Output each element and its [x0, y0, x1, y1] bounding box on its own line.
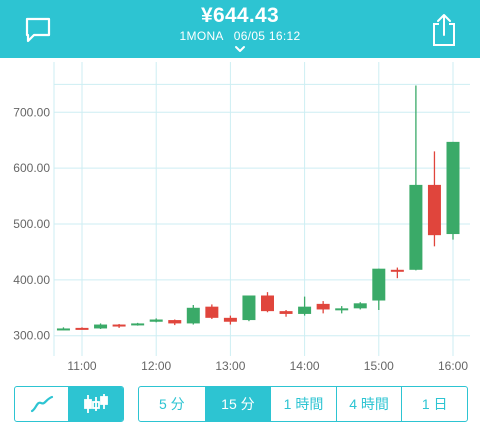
share-icon — [433, 14, 455, 46]
pair-datetime[interactable]: 1MONA 06/05 16:12 — [0, 29, 480, 43]
candle-body — [205, 306, 219, 318]
chat-button[interactable] — [16, 8, 60, 52]
candle-body — [427, 184, 441, 236]
candle-body — [316, 303, 330, 310]
price-chart[interactable]: 300.00 400.00 500.00 600.00 700.00 11:00 12:00… — [0, 58, 480, 380]
x-tick-label: 15:00 — [364, 359, 394, 373]
x-tick-label: 14:00 — [290, 359, 320, 373]
candle-body — [186, 307, 200, 324]
share-button[interactable] — [422, 8, 466, 52]
candle-body — [168, 320, 182, 324]
x-tick-label: 16:00 — [438, 359, 468, 373]
y-tick-label: 300.00 — [13, 329, 50, 343]
interval-option[interactable]: 15 分 — [204, 387, 271, 421]
y-tick-label: 400.00 — [13, 273, 50, 287]
y-tick-label: 500.00 — [13, 217, 50, 231]
interval-option[interactable]: 1 日 — [401, 387, 467, 421]
current-price: ¥644.43 — [200, 4, 279, 27]
candle-body — [149, 319, 163, 322]
app-header: ¥644.43 1MONA 06/05 16:12 — [0, 0, 480, 58]
candle-body — [112, 324, 126, 327]
candle-body — [279, 311, 293, 314]
candle-body — [223, 317, 237, 322]
chevron-down-icon[interactable] — [233, 44, 247, 54]
candle-body — [409, 184, 423, 270]
currency-pair: 1MONA — [179, 29, 224, 43]
y-tick-label: 600.00 — [13, 161, 50, 175]
chat-icon — [25, 17, 51, 43]
price-timestamp: 06/05 16:12 — [233, 29, 301, 43]
candle-body — [298, 306, 312, 314]
candle-body — [335, 308, 349, 311]
candle-body — [56, 328, 70, 331]
x-tick-label: 12:00 — [141, 359, 171, 373]
y-tick-label: 700.00 — [13, 105, 50, 119]
line-chart-icon — [30, 395, 53, 413]
interval-option[interactable]: 5 分 — [158, 396, 185, 412]
candle-body — [446, 141, 460, 235]
candle-body — [75, 327, 89, 330]
x-tick-label: 11:00 — [67, 359, 96, 373]
candle-body — [372, 268, 386, 301]
candle-body — [261, 295, 274, 312]
interval-option[interactable]: 4 時間 — [335, 387, 402, 421]
chart-mode-toggle — [14, 386, 124, 422]
candle-body — [353, 303, 367, 309]
candle-body — [390, 269, 404, 272]
candlestick-button[interactable] — [68, 387, 123, 421]
line-chart-button[interactable] — [15, 387, 68, 421]
candle-body — [131, 323, 145, 326]
candle-body — [94, 324, 108, 329]
candlestick-icon — [84, 394, 108, 413]
candle-body — [242, 295, 256, 321]
interval-option[interactable]: 1 時間 — [270, 387, 336, 421]
x-tick-label: 13:00 — [215, 359, 245, 373]
